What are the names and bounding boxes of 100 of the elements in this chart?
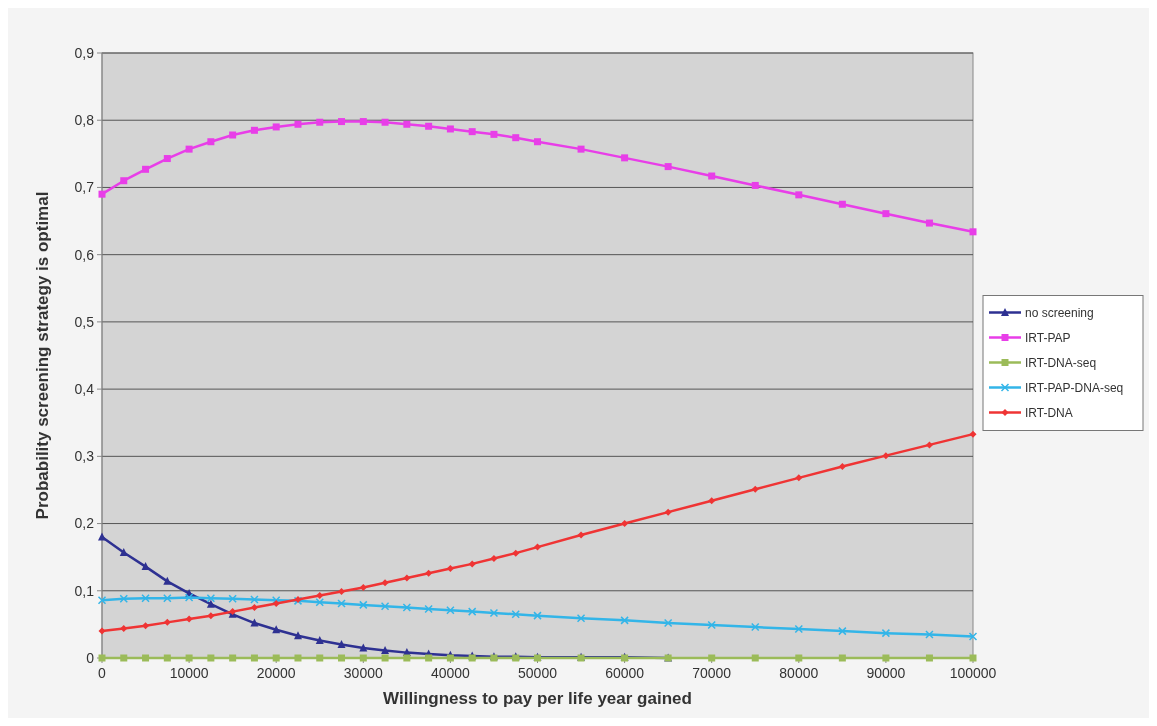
point bbox=[381, 654, 389, 662]
point bbox=[207, 654, 215, 662]
point bbox=[446, 125, 454, 133]
x-tick-label: 90000 bbox=[866, 665, 906, 681]
point bbox=[751, 181, 759, 189]
y-tick-label: 0,8 bbox=[74, 112, 95, 129]
point bbox=[511, 610, 520, 619]
x-tick-label: 60000 bbox=[605, 665, 645, 681]
point bbox=[925, 441, 933, 449]
point bbox=[795, 474, 803, 482]
point bbox=[533, 611, 542, 620]
x-tick-label: 50000 bbox=[518, 665, 558, 681]
point bbox=[142, 165, 150, 173]
point bbox=[534, 543, 541, 551]
point bbox=[446, 606, 455, 615]
point bbox=[512, 134, 520, 142]
point bbox=[425, 122, 433, 130]
point bbox=[534, 138, 541, 146]
point bbox=[925, 219, 933, 227]
x-tick-label: 0 bbox=[98, 665, 107, 681]
point bbox=[664, 508, 672, 516]
legend-label: IRT-DNA bbox=[1025, 405, 1073, 420]
x-tick-label: 70000 bbox=[692, 665, 732, 681]
point bbox=[315, 597, 324, 607]
x-tick-label: 100000 bbox=[949, 665, 997, 681]
point bbox=[403, 120, 411, 128]
point bbox=[381, 118, 389, 126]
point bbox=[185, 145, 193, 153]
point bbox=[620, 616, 629, 625]
point bbox=[141, 593, 150, 603]
x-tick-label: 40000 bbox=[430, 665, 471, 681]
point bbox=[621, 154, 629, 162]
x-tick-label: 80000 bbox=[779, 665, 819, 681]
point bbox=[338, 654, 346, 662]
point bbox=[272, 123, 280, 131]
point bbox=[425, 569, 433, 577]
y-tick-label: 0,1 bbox=[74, 582, 95, 599]
point bbox=[272, 600, 280, 608]
point bbox=[316, 654, 324, 662]
point bbox=[338, 118, 346, 126]
point bbox=[141, 562, 150, 571]
point bbox=[250, 654, 258, 662]
point bbox=[794, 624, 804, 634]
point bbox=[337, 640, 346, 649]
point bbox=[250, 126, 258, 134]
point bbox=[751, 485, 759, 493]
point bbox=[185, 615, 193, 623]
legend-label: no screening bbox=[1025, 305, 1094, 320]
point bbox=[446, 565, 454, 573]
point bbox=[838, 200, 846, 208]
point bbox=[838, 626, 847, 636]
x-tick-label: 10000 bbox=[169, 665, 209, 681]
point bbox=[293, 631, 302, 640]
point bbox=[751, 654, 759, 662]
y-tick-label: 0,4 bbox=[74, 381, 95, 398]
point bbox=[380, 601, 390, 611]
point bbox=[403, 574, 411, 582]
point bbox=[359, 583, 367, 591]
point bbox=[294, 120, 302, 128]
point bbox=[98, 190, 106, 198]
point bbox=[142, 622, 150, 630]
x-tick-label: 30000 bbox=[343, 665, 383, 681]
point bbox=[338, 587, 346, 595]
legend-label: IRT-PAP bbox=[1025, 330, 1071, 345]
point bbox=[250, 618, 259, 627]
point bbox=[120, 177, 128, 185]
point bbox=[968, 632, 978, 641]
point bbox=[424, 604, 433, 614]
point bbox=[925, 630, 934, 639]
point bbox=[708, 497, 716, 505]
point bbox=[229, 131, 237, 139]
point bbox=[468, 560, 476, 568]
point bbox=[250, 595, 259, 604]
point bbox=[294, 654, 302, 662]
point bbox=[119, 594, 129, 604]
y-tick-label: 0,3 bbox=[74, 448, 95, 465]
point bbox=[381, 579, 389, 587]
point bbox=[402, 603, 412, 612]
x-axis-title: Willingness to pay per life year gained bbox=[383, 689, 692, 708]
legend-label: IRT-PAP-DNA-seq bbox=[1025, 380, 1124, 395]
point bbox=[120, 624, 128, 632]
y-tick-label: 0,2 bbox=[74, 515, 95, 532]
point bbox=[512, 549, 520, 557]
point bbox=[621, 520, 629, 528]
point bbox=[229, 654, 237, 662]
point bbox=[425, 654, 433, 662]
point bbox=[163, 654, 171, 662]
y-tick-label: 0,7 bbox=[74, 179, 95, 196]
point bbox=[577, 531, 585, 539]
y-axis-title: Probability screening strategy is optimal bbox=[33, 191, 52, 520]
legend-label: IRT-DNA-seq bbox=[1025, 355, 1097, 370]
point bbox=[250, 604, 258, 612]
point bbox=[838, 654, 846, 662]
point bbox=[576, 614, 586, 623]
point bbox=[206, 593, 216, 603]
point bbox=[490, 555, 498, 563]
point bbox=[882, 210, 890, 218]
point bbox=[468, 128, 476, 136]
point bbox=[969, 228, 977, 236]
point bbox=[467, 607, 477, 616]
